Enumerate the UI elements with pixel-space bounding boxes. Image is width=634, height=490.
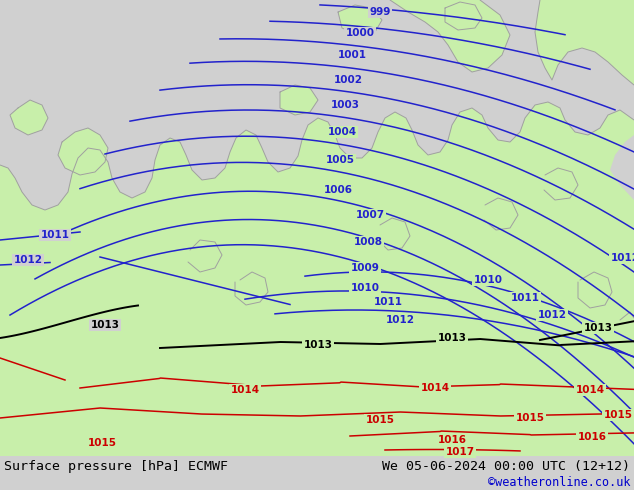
- Text: 1002: 1002: [333, 75, 363, 85]
- Text: 1016: 1016: [437, 435, 467, 445]
- Text: 1010: 1010: [474, 275, 503, 285]
- Text: 1012: 1012: [611, 253, 634, 263]
- Text: 1007: 1007: [356, 210, 385, 220]
- Text: 1013: 1013: [91, 320, 119, 330]
- Polygon shape: [338, 5, 382, 35]
- Text: 1012: 1012: [538, 310, 567, 320]
- Text: 1003: 1003: [330, 100, 359, 110]
- Text: 1015: 1015: [87, 438, 117, 448]
- Text: 1014: 1014: [576, 385, 605, 395]
- Text: 1015: 1015: [515, 413, 545, 423]
- Text: 1015: 1015: [365, 415, 394, 425]
- Text: 1017: 1017: [446, 447, 475, 457]
- Text: 1011: 1011: [373, 297, 403, 307]
- Text: 1011: 1011: [41, 230, 70, 240]
- Text: ©weatheronline.co.uk: ©weatheronline.co.uk: [488, 475, 630, 489]
- Text: 1016: 1016: [578, 432, 607, 442]
- Text: 1014: 1014: [420, 383, 450, 393]
- Text: Surface pressure [hPa] ECMWF: Surface pressure [hPa] ECMWF: [4, 460, 228, 472]
- Text: 1014: 1014: [230, 385, 259, 395]
- Polygon shape: [280, 85, 318, 115]
- Polygon shape: [390, 0, 510, 72]
- Text: 1013: 1013: [583, 323, 612, 333]
- Text: 1009: 1009: [351, 263, 379, 273]
- Polygon shape: [0, 102, 634, 456]
- Text: 1006: 1006: [323, 185, 353, 195]
- Text: 1004: 1004: [327, 127, 356, 137]
- Text: We 05-06-2024 00:00 UTC (12+12): We 05-06-2024 00:00 UTC (12+12): [382, 460, 630, 472]
- Polygon shape: [58, 128, 108, 175]
- Polygon shape: [535, 0, 634, 85]
- Text: 1001: 1001: [337, 50, 366, 60]
- Text: 999: 999: [370, 7, 391, 17]
- Text: 1010: 1010: [351, 283, 380, 293]
- Text: 1005: 1005: [325, 155, 354, 165]
- Text: 1012: 1012: [385, 315, 415, 325]
- Text: 1008: 1008: [354, 237, 382, 247]
- Text: 1000: 1000: [346, 28, 375, 38]
- Text: 1012: 1012: [13, 255, 42, 265]
- Text: 1011: 1011: [510, 293, 540, 303]
- Text: 1013: 1013: [437, 333, 467, 343]
- Polygon shape: [445, 2, 482, 30]
- Polygon shape: [10, 100, 48, 135]
- Text: 1013: 1013: [304, 340, 332, 350]
- Text: 1015: 1015: [604, 410, 633, 420]
